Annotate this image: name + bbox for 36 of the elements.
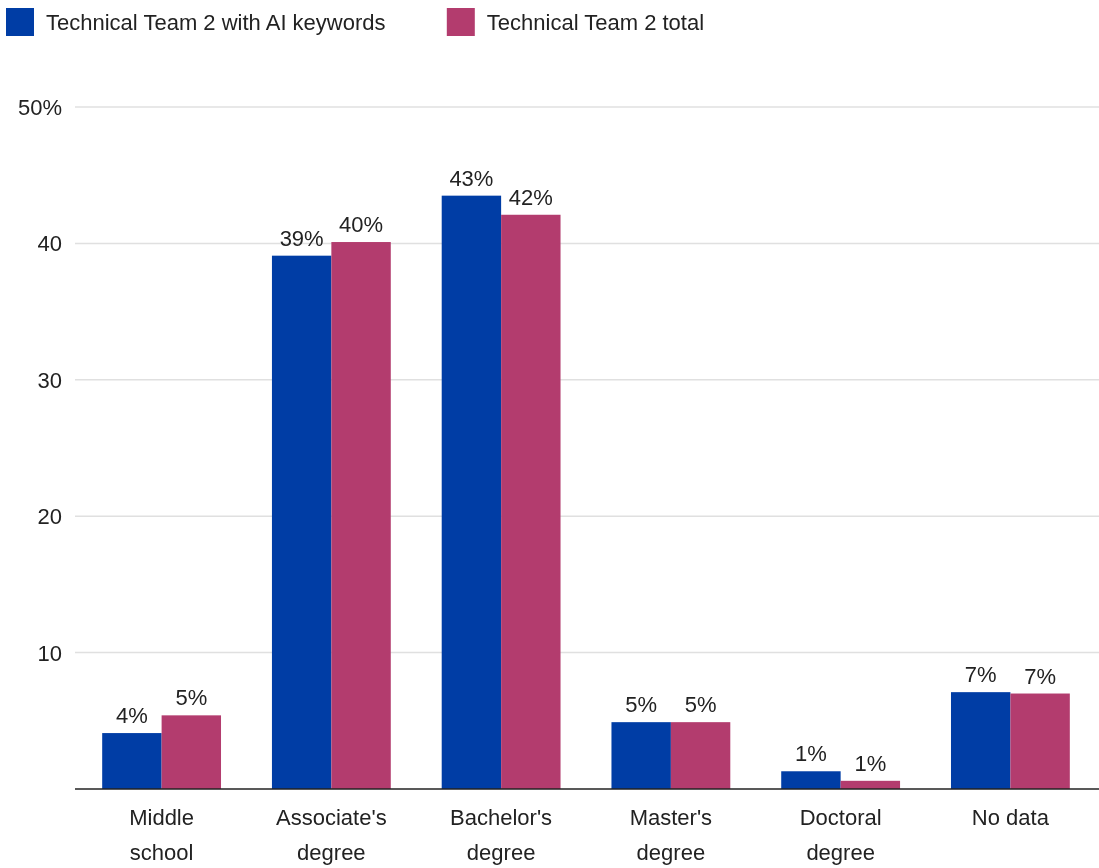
- data-label: 43%: [449, 165, 494, 191]
- data-label: 1%: [795, 741, 827, 767]
- data-label: 5%: [684, 692, 717, 718]
- x-tick-label: No data: [971, 805, 1050, 830]
- legend-label: Technical Team 2 total: [486, 10, 705, 35]
- data-label: 7%: [964, 662, 997, 688]
- bar: [501, 214, 561, 789]
- y-tick-label: 20: [37, 504, 62, 530]
- data-label: 39%: [279, 225, 324, 251]
- x-tick-label: Master's degree: [629, 805, 713, 865]
- x-tick-label: Associate's degree: [276, 805, 387, 865]
- y-tick-label: 30: [37, 367, 62, 393]
- data-label: 5%: [625, 692, 658, 718]
- bar: [950, 692, 1011, 789]
- y-tick-label: 10: [37, 640, 62, 666]
- x-tick-label: Doctoral degree: [799, 805, 882, 865]
- bar: [781, 771, 841, 789]
- bar: [1010, 693, 1070, 789]
- legend-label: Technical Team 2 with AI keywords: [46, 10, 386, 35]
- y-tick-label: 40: [37, 231, 62, 257]
- bar: [331, 242, 391, 789]
- data-label: 42%: [508, 184, 553, 210]
- data-label: 4%: [116, 703, 148, 729]
- y-tick-label: 50%: [17, 95, 62, 120]
- data-label: 5%: [175, 685, 208, 711]
- bar: [161, 715, 222, 789]
- data-label: 40%: [339, 212, 384, 238]
- bar: [102, 733, 162, 789]
- bar: [441, 195, 502, 789]
- x-tick-label: Middle school: [129, 805, 195, 865]
- bar: [271, 255, 332, 789]
- data-label: 7%: [1024, 663, 1057, 689]
- bar: [611, 722, 671, 789]
- data-label: 1%: [854, 750, 887, 776]
- bar: [670, 722, 731, 789]
- x-tick-label: Bachelor's degree: [450, 805, 553, 865]
